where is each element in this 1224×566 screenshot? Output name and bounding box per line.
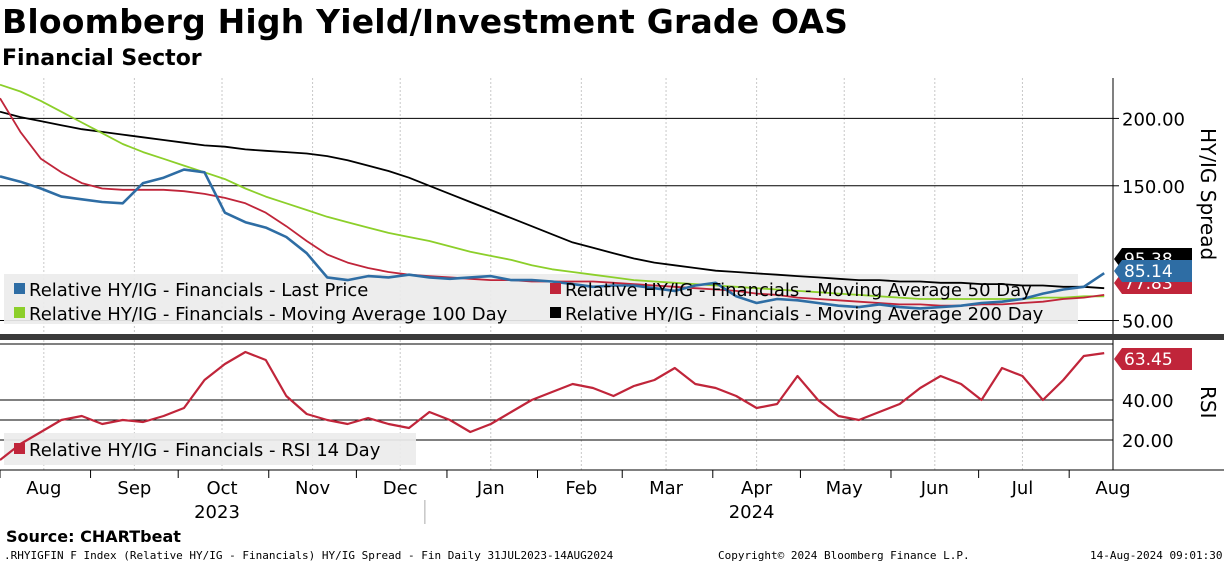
- upper-axis-title: HY/IG Spread: [1196, 128, 1220, 260]
- legend-label: Relative HY/IG - Financials - Moving Ave…: [565, 304, 1044, 325]
- footer-timestamp: 14-Aug-2024 09:01:30: [1090, 549, 1223, 562]
- source-label: Source: CHARTbeat: [6, 527, 181, 546]
- lower-ytick-label: 40.00: [1122, 391, 1174, 412]
- x-tick-label: Apr: [741, 478, 773, 499]
- x-tick-label: Dec: [383, 478, 418, 499]
- x-tick-label: Jan: [476, 478, 505, 499]
- x-tick-label: Jul: [1011, 478, 1034, 499]
- upper-series-line: [0, 83, 1105, 300]
- legend-swatch: [550, 283, 561, 294]
- footer-copyright: Copyright© 2024 Bloomberg Finance L.P.: [718, 549, 970, 562]
- upper-ytick-label: 150.00: [1122, 177, 1185, 198]
- x-tick-label: Mar: [649, 478, 684, 499]
- legend-label: Relative HY/IG - Financials - Last Price: [29, 280, 368, 301]
- lower-ytick-label: 20.00: [1122, 431, 1174, 452]
- legend-swatch: [14, 443, 25, 454]
- last-price-value-tag: 85.14: [1124, 262, 1173, 282]
- lower-legend-box: [4, 433, 416, 465]
- x-year-label: 2024: [729, 502, 775, 523]
- upper-ytick-label: 50.00: [1122, 312, 1174, 333]
- legend-label: Relative HY/IG - Financials - RSI 14 Day: [29, 440, 381, 461]
- rsi-series-line-0: [0, 350, 1105, 461]
- x-tick-label: Aug: [26, 478, 61, 499]
- legend-swatch: [550, 307, 561, 318]
- x-tick-label: Nov: [295, 478, 330, 499]
- x-tick-label: Sep: [117, 478, 151, 499]
- legend-label: Relative HY/IG - Financials - Moving Ave…: [565, 280, 1032, 301]
- footer-index-info: .RHYIGFIN F Index (Relative HY/IG - Fina…: [4, 549, 614, 562]
- legend-swatch: [14, 307, 25, 318]
- x-tick-label: Feb: [565, 478, 597, 499]
- upper-ytick-label: 200.00: [1122, 109, 1185, 130]
- chart-title: Bloomberg High Yield/Investment Grade OA…: [2, 2, 849, 41]
- panel-separator: [0, 334, 1224, 340]
- x-tick-label: Aug: [1095, 478, 1130, 499]
- x-tick-label: May: [826, 478, 864, 499]
- rsi-value-tag: 63.45: [1124, 350, 1173, 370]
- upper-series-line: [0, 168, 1105, 310]
- x-tick-label: Oct: [206, 478, 237, 499]
- last-price-value-tag-bg: [1114, 260, 1192, 282]
- lower-axis-title: RSI: [1196, 386, 1220, 419]
- rsi-value-tag-bg: [1114, 348, 1192, 370]
- x-year-label: 2023: [194, 502, 240, 523]
- chart-subtitle: Financial Sector: [2, 46, 202, 71]
- upper-series-line: [0, 110, 1105, 290]
- x-tick-label: Jun: [920, 478, 949, 499]
- legend-swatch: [14, 283, 25, 294]
- legend-label: Relative HY/IG - Financials - Moving Ave…: [29, 304, 508, 325]
